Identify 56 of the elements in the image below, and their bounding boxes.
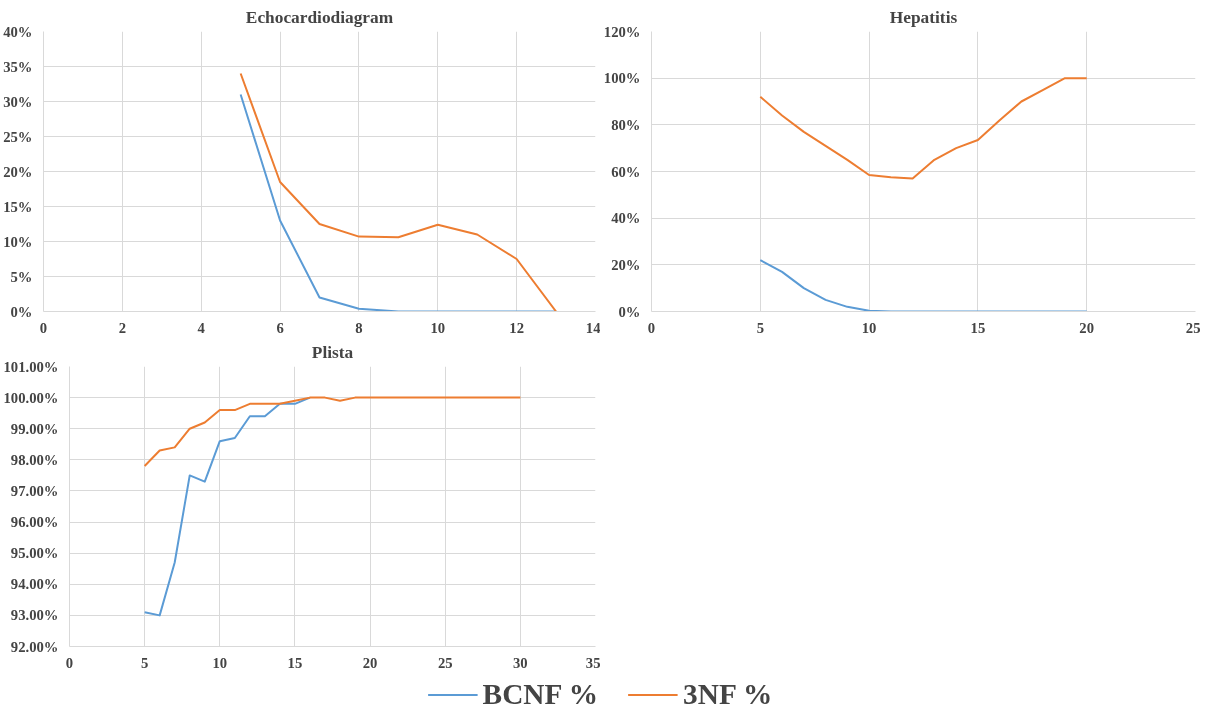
y-tick-label: 20% — [3, 163, 33, 180]
y-tick-label: 25% — [3, 128, 33, 145]
y-tick-label: 80% — [611, 116, 641, 133]
y-tick-label: 10% — [3, 233, 33, 250]
x-tick-label: 15 — [287, 654, 303, 671]
legend-label: 3NF % — [683, 677, 773, 711]
x-tick-label: 14 — [585, 319, 602, 336]
x-tick-label: 10 — [212, 654, 228, 671]
x-tick-label: 10 — [861, 319, 877, 336]
y-tick-label: 101.00% — [3, 358, 59, 375]
y-tick-label: 40% — [611, 210, 641, 227]
chart-title: Echocardiodiagram — [245, 7, 394, 27]
x-tick-label: 6 — [276, 319, 284, 336]
x-tick-label: 0 — [39, 319, 48, 336]
x-tick-label: 0 — [65, 654, 74, 671]
x-tick-label: 35 — [585, 654, 601, 671]
x-tick-label: 5 — [140, 654, 149, 671]
x-tick-label: 25 — [1185, 319, 1201, 336]
x-tick-label: 5 — [756, 319, 764, 336]
x-tick-label: 12 — [509, 319, 524, 336]
y-tick-label: 100.00% — [3, 389, 59, 406]
y-tick-label: 93.00% — [10, 607, 59, 624]
legend-label: BCNF % — [482, 677, 599, 711]
x-tick-label: 25 — [437, 654, 453, 671]
x-tick-label: 0 — [647, 319, 656, 336]
line-series — [143, 396, 311, 617]
y-tick-label: 60% — [611, 163, 641, 180]
y-tick-label: 95.00% — [10, 545, 59, 562]
y-tick-label: 94.00% — [10, 576, 59, 593]
y-tick-label: 20% — [611, 256, 641, 273]
y-tick-label: 92.00% — [10, 638, 59, 655]
y-tick-label: 120% — [603, 23, 641, 40]
y-tick-label: 96.00% — [10, 514, 59, 531]
line-series — [759, 77, 1088, 180]
y-tick-label: 40% — [3, 23, 33, 40]
y-tick-label: 0% — [10, 303, 33, 320]
y-tick-label: 97.00% — [10, 482, 59, 499]
y-tick-label: 99.00% — [10, 420, 59, 437]
y-tick-label: 35% — [3, 58, 33, 75]
x-tick-label: 8 — [355, 319, 363, 336]
y-tick-label: 98.00% — [10, 451, 59, 468]
y-tick-label: 100% — [603, 70, 641, 87]
line-series — [143, 396, 522, 468]
y-tick-label: 0% — [618, 303, 641, 320]
x-tick-label: 20 — [1079, 319, 1095, 336]
y-tick-label: 5% — [10, 268, 33, 285]
x-tick-label: 10 — [430, 319, 446, 336]
y-tick-label: 30% — [3, 93, 33, 110]
chart-title: Hepatitis — [889, 7, 958, 27]
x-tick-label: 15 — [970, 319, 986, 336]
x-tick-label: 4 — [197, 319, 206, 336]
x-tick-label: 2 — [118, 319, 127, 336]
x-tick-label: 20 — [362, 654, 378, 671]
x-tick-label: 30 — [513, 654, 528, 671]
y-tick-label: 15% — [3, 198, 33, 215]
chart-title: Plista — [311, 342, 354, 362]
